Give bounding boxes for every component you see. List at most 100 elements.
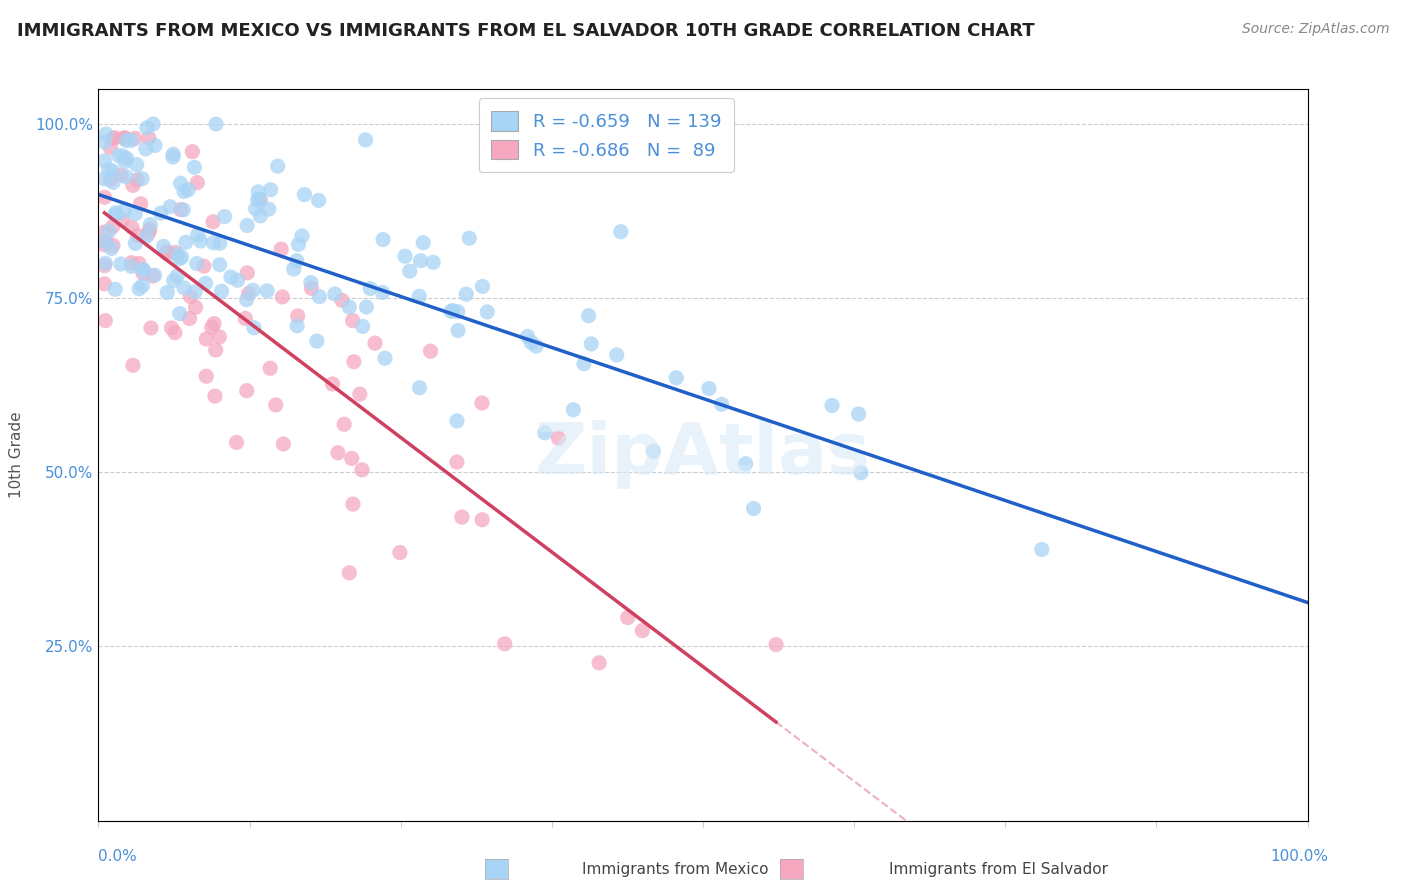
Point (104, 208, 127, 222)
Point (697, 381, 720, 395)
Point (170, 250, 193, 264)
Point (174, 235, 197, 250)
Legend: R = -0.659   N = 139, R = -0.686   N =  89: R = -0.659 N = 139, R = -0.686 N = 89 (478, 98, 734, 172)
Point (305, 334, 328, 348)
Point (291, 229, 314, 244)
Point (135, 142, 157, 156)
Point (172, 202, 194, 217)
Point (710, 397, 733, 411)
Point (359, 282, 381, 296)
Point (211, 285, 233, 299)
Point (208, 236, 231, 251)
Point (110, 257, 132, 271)
Point (204, 343, 226, 357)
Text: ZipAtlas: ZipAtlas (536, 420, 870, 490)
Point (245, 202, 267, 216)
Point (101, 219, 124, 234)
Point (115, 133, 138, 147)
Point (440, 304, 463, 318)
Point (135, 229, 157, 244)
Point (364, 336, 387, 351)
Point (524, 339, 547, 353)
Point (184, 300, 207, 314)
Point (340, 451, 363, 466)
Point (190, 234, 212, 248)
Point (202, 215, 225, 229)
Point (208, 330, 231, 344)
Point (308, 290, 330, 304)
Point (371, 233, 394, 247)
Point (138, 131, 160, 145)
Point (127, 173, 149, 187)
Point (243, 320, 266, 334)
Point (446, 414, 468, 428)
Point (299, 276, 322, 290)
Point (121, 220, 143, 235)
Point (422, 255, 444, 269)
Point (195, 369, 218, 384)
Point (120, 133, 142, 147)
Point (139, 321, 162, 335)
Point (135, 120, 157, 135)
Point (249, 193, 271, 207)
Point (169, 307, 191, 321)
Point (412, 235, 434, 250)
Point (131, 278, 153, 293)
Point (271, 290, 294, 304)
Point (201, 320, 224, 334)
Point (131, 171, 153, 186)
Point (94, 313, 117, 327)
Point (110, 168, 132, 182)
Point (138, 222, 160, 236)
Point (283, 262, 305, 277)
Point (225, 435, 247, 450)
Point (208, 258, 231, 272)
Point (93, 190, 115, 204)
Point (163, 326, 186, 340)
Point (458, 231, 481, 245)
Point (112, 149, 135, 163)
Point (93, 172, 115, 186)
Point (138, 226, 160, 240)
Point (159, 200, 181, 214)
Point (356, 300, 378, 314)
Point (249, 209, 271, 223)
Point (734, 457, 756, 471)
Point (114, 154, 136, 169)
Point (93, 238, 115, 252)
Point (821, 399, 844, 413)
Point (183, 161, 205, 175)
Point (94, 235, 117, 249)
Point (287, 309, 309, 323)
Point (409, 253, 432, 268)
Point (342, 497, 364, 511)
Point (173, 281, 195, 295)
Point (247, 185, 270, 199)
Point (142, 268, 165, 283)
Text: Immigrants from Mexico: Immigrants from Mexico (582, 863, 768, 877)
Point (181, 145, 204, 159)
Point (616, 610, 638, 624)
Point (342, 313, 364, 327)
Point (184, 285, 207, 299)
Point (578, 309, 600, 323)
Point (408, 381, 430, 395)
Point (124, 236, 146, 251)
Point (398, 264, 420, 278)
Point (388, 545, 411, 559)
Point (202, 317, 225, 331)
Point (128, 256, 150, 270)
Point (259, 183, 281, 197)
Point (107, 148, 129, 162)
Point (128, 282, 150, 296)
Point (101, 175, 124, 189)
Point (471, 279, 494, 293)
Point (419, 344, 441, 359)
Point (520, 335, 543, 350)
Point (273, 437, 295, 451)
Point (165, 245, 187, 260)
Point (193, 259, 215, 273)
Point (152, 239, 174, 253)
Point (214, 210, 236, 224)
Point (143, 138, 166, 153)
